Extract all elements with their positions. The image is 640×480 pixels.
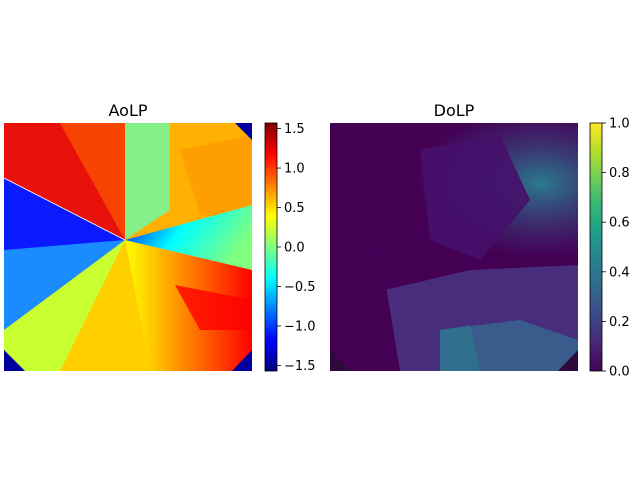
aolp-boundary-line xyxy=(4,177,126,241)
aolp-colorbar-tick-label: 1.5 xyxy=(284,122,305,137)
aolp-colorbar: 1.5 1.0 0.5 0.0 −0.5 −1.0 −1.5 xyxy=(264,122,316,374)
dolp-colorbar-fill xyxy=(589,122,603,372)
dolp-corner-bl xyxy=(330,350,350,371)
aolp-colorbar-tick-label: −1.5 xyxy=(284,359,316,374)
dolp-corner-br xyxy=(558,350,578,371)
dolp-roof-strip xyxy=(440,325,480,371)
aolp-colorbar-fill xyxy=(264,122,278,372)
aolp-colorbar-tick-label: 0.0 xyxy=(284,241,305,256)
aolp-orange-band xyxy=(60,123,125,240)
aolp-colorbar-tick-label: −1.0 xyxy=(284,319,316,334)
aolp-roof-stripes xyxy=(175,285,252,330)
aolp-lower-mid xyxy=(60,240,150,371)
aolp-sky-yellow xyxy=(180,135,252,220)
dolp-colorbar-tick-label: 0.6 xyxy=(609,216,630,231)
aolp-colorbar-tick-label: 0.5 xyxy=(284,201,305,216)
dolp-left-shade xyxy=(330,250,400,371)
dolp-colorbar-tick-label: 0.2 xyxy=(609,315,630,330)
dolp-title: DoLP xyxy=(434,101,475,120)
aolp-colorbar-tick-label: 1.0 xyxy=(284,162,305,177)
aolp-image xyxy=(4,123,252,371)
aolp-corner-br xyxy=(232,350,252,371)
aolp-corner-tr xyxy=(235,123,252,140)
dolp-colorbar: 1.0 0.8 0.6 0.4 0.2 0.0 xyxy=(589,117,630,380)
aolp-corner-bl xyxy=(4,350,25,371)
aolp-colorbar-tick-label: −0.5 xyxy=(284,280,316,295)
dolp-colorbar-tick-label: 0.4 xyxy=(609,265,630,280)
dolp-colorbar-tick-label: 0.0 xyxy=(609,365,630,380)
dolp-tree-shadow xyxy=(420,135,530,260)
dolp-image xyxy=(330,123,578,371)
dolp-colorbar-tick-label: 0.8 xyxy=(609,166,630,181)
aolp-title: AoLP xyxy=(108,101,147,120)
aolp-sky-cyan xyxy=(125,123,170,240)
dolp-colorbar-tick-label: 1.0 xyxy=(609,117,630,132)
